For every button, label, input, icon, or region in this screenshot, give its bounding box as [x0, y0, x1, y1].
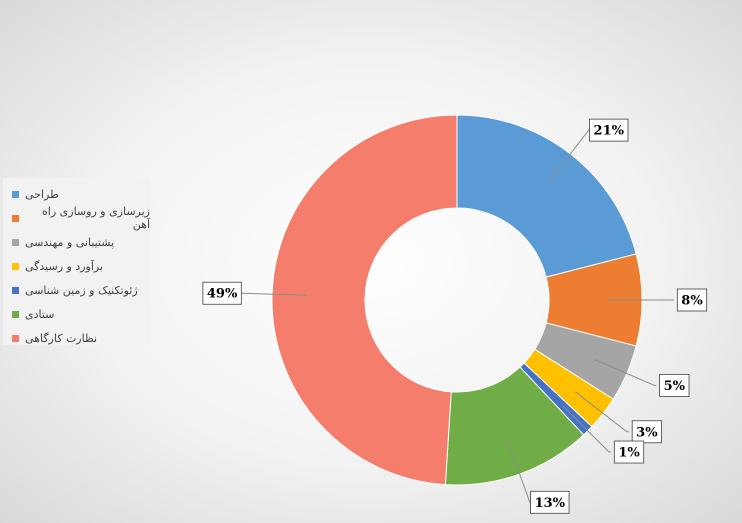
- legend-text: پشتیبانی و مهندسی: [25, 235, 115, 249]
- legend-swatch: [12, 214, 19, 222]
- data-label: 1%: [613, 440, 645, 464]
- data-label: 5%: [659, 373, 690, 397]
- legend-text: زیرسازی و روسازی راه آهن: [42, 205, 150, 231]
- label-text: 5%: [664, 379, 686, 394]
- legend-item: زیرسازی و روسازی راه آهن: [3, 205, 150, 231]
- legend-swatch: [12, 262, 19, 270]
- legend-swatch: [12, 334, 19, 342]
- legend: طراحی زیرسازی و روسازی راه آهن پشتیبانی و …: [3, 178, 150, 345]
- slice: [271, 114, 458, 486]
- legend-text: طراحی: [25, 187, 59, 201]
- label-box: [659, 373, 690, 397]
- data-label: 3%: [631, 420, 662, 444]
- leader-line: [594, 359, 657, 386]
- label-text: 8%: [681, 294, 703, 309]
- leader-line: [575, 391, 629, 433]
- legend-item: ژئوتکنیک و زمین شناسی: [3, 278, 150, 302]
- legend-text: ژئوتکنیک و زمین شناسی: [25, 283, 138, 297]
- legend-item: برآورد و رسیدگی: [3, 254, 150, 278]
- label-text: 1%: [618, 446, 640, 461]
- legend-item: ستادی: [3, 302, 150, 326]
- label-box: [530, 490, 570, 514]
- legend-item: طراحی: [3, 182, 150, 206]
- data-label: 49%: [202, 281, 242, 305]
- slice: [456, 114, 637, 278]
- label-text: 49%: [207, 287, 238, 302]
- label-box: [589, 118, 629, 142]
- legend-item: پشتیبانی و مهندسی: [3, 230, 150, 254]
- label-box: [202, 281, 242, 305]
- label-box: [631, 420, 662, 444]
- label-box: [676, 288, 708, 312]
- data-label: 13%: [530, 490, 570, 514]
- legend-swatch: [12, 190, 19, 198]
- data-label: 8%: [676, 288, 708, 312]
- label-text: 13%: [535, 496, 566, 511]
- label-text: 21%: [594, 124, 625, 139]
- label-text: 3%: [636, 425, 658, 440]
- legend-text: ستادی: [25, 307, 55, 321]
- legend-item: نظارت کارگاهی: [3, 326, 150, 350]
- data-label: 21%: [589, 118, 629, 142]
- legend-text: نظارت کارگاهی: [25, 331, 98, 345]
- legend-swatch: [12, 238, 19, 246]
- legend-text: برآورد و رسیدگی: [25, 259, 104, 273]
- label-box: [613, 440, 645, 464]
- legend-swatch: [12, 286, 19, 294]
- leader-line: [562, 405, 612, 453]
- legend-swatch: [12, 310, 19, 318]
